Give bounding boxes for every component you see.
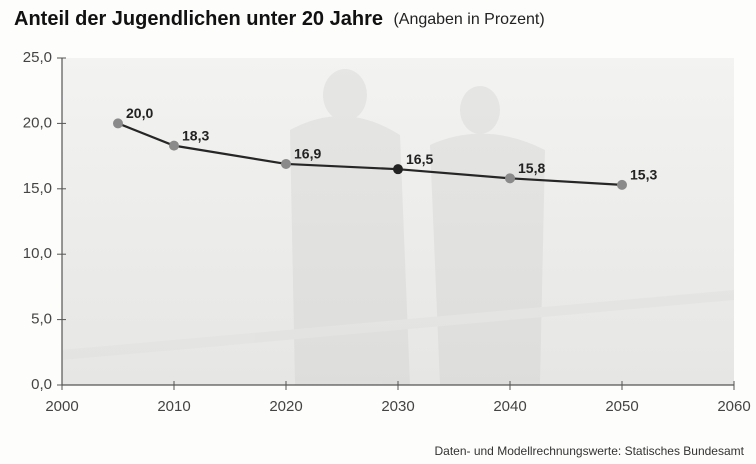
data-point [393,164,403,175]
x-tick-label: 2030 [381,398,414,415]
chart-heading: Anteil der Jugendlichen unter 20 Jahre (… [14,8,545,30]
chart-title: Anteil der Jugendlichen unter 20 Jahre [14,8,383,30]
data-point [169,140,179,151]
x-tick-label: 2060 [717,398,750,415]
background-silhouettes [62,69,734,386]
y-tick-label: 15,0 [23,180,52,197]
data-label: 18,3 [182,127,209,143]
plot-area [62,58,734,385]
data-label: 16,9 [294,146,321,162]
chart-subtitle: (Angaben in Prozent) [393,11,544,28]
data-label: 15,3 [630,167,657,183]
data-label: 16,5 [406,151,433,167]
x-tick-label: 2010 [157,398,190,415]
plot-layer: 0,0 5,0 10,0 15,0 20,0 25,0 2000 2010 2020 2030 20… [23,49,751,415]
x-tick-label: 2040 [493,398,526,415]
y-tick-label: 0,0 [31,376,52,393]
data-point [505,173,515,184]
y-tick-label: 5,0 [31,311,52,328]
source-note: Daten- und Modellrechnungswerte: Statisc… [434,444,744,458]
y-tick-label: 25,0 [23,49,52,66]
data-line [117,122,623,186]
data-point [617,179,627,190]
data-label: 20,0 [126,105,153,121]
y-tick-label: 10,0 [23,245,52,262]
data-point [281,158,291,169]
x-tick-label: 2020 [269,398,302,415]
data-point [113,118,123,129]
x-tick-label: 2050 [605,398,638,415]
x-tick-label: 2000 [45,398,78,415]
data-label: 15,8 [518,160,545,176]
y-tick-label: 20,0 [23,114,52,131]
